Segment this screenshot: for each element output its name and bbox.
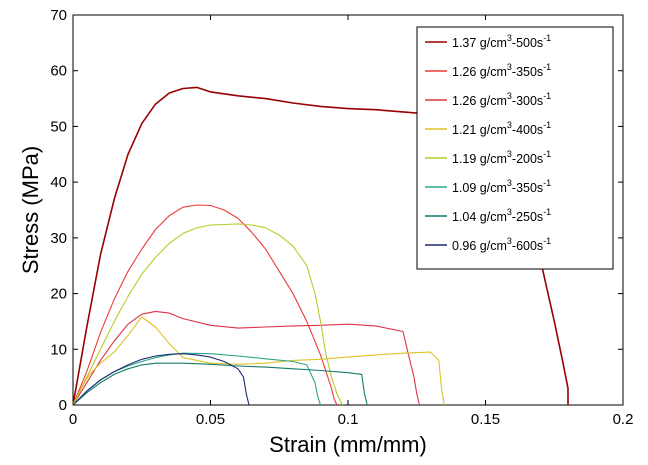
y-tick-label: 70 — [50, 7, 67, 24]
x-tick-label: 0 — [69, 411, 77, 428]
series-line-4 — [72, 316, 445, 406]
y-axis-label: Stress (MPa) — [18, 146, 43, 274]
x-axis-label: Strain (mm/mm) — [269, 432, 427, 457]
legend-entry: 1.26 g/cm3-350s-1 — [452, 62, 551, 79]
legend-entry: 1.19 g/cm3-200s-1 — [452, 149, 551, 166]
y-tick-label: 60 — [50, 63, 67, 80]
y-tick-label: 50 — [50, 118, 67, 135]
y-tick-label: 10 — [50, 341, 67, 358]
x-tick-label: 0.05 — [196, 411, 225, 428]
legend: 1.37 g/cm3-500s-1 1.26 g/cm3-350s-1 1.26 g… — [416, 26, 614, 270]
legend-entry: 0.96 g/cm3-600s-1 — [452, 236, 551, 253]
legend-entry: 1.04 g/cm3-250s-1 — [452, 207, 551, 224]
x-tick-label: 0.1 — [338, 411, 359, 428]
legend-entry: 1.37 g/cm3-500s-1 — [452, 33, 551, 50]
series-line-7 — [72, 362, 368, 406]
series-line-5 — [72, 223, 343, 406]
y-tick-label: 40 — [50, 174, 67, 191]
legend-entry: 1.26 g/cm3-300s-1 — [452, 91, 551, 108]
series-line-3 — [72, 310, 421, 406]
x-tick-label: 0.15 — [471, 411, 500, 428]
y-tick-label: 20 — [50, 286, 67, 303]
legend-box — [416, 26, 614, 270]
series-line-8 — [72, 353, 250, 406]
legend-entry: 1.09 g/cm3-350s-1 — [452, 178, 551, 195]
legend-entry: 1.21 g/cm3-400s-1 — [452, 120, 551, 137]
series-layer — [72, 86, 569, 406]
x-tick-label: 0.2 — [613, 411, 634, 428]
y-tick-label: 0 — [59, 397, 67, 414]
tick-layer: 0 0.05 0.1 0.15 0.2 0 10 20 30 40 50 60 70 — [50, 7, 633, 428]
series-line-2 — [72, 204, 338, 406]
y-tick-label: 30 — [50, 230, 67, 247]
